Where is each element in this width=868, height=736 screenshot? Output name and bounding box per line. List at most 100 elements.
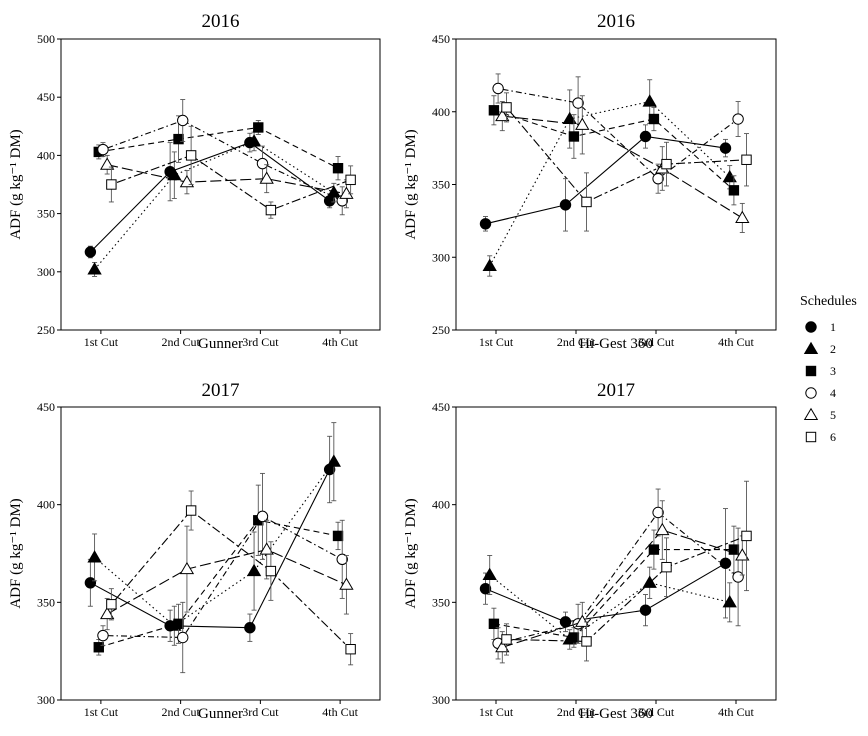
data-point <box>339 186 354 199</box>
chart-panel-3: 2017 300 350 400 450 1st Cut 2nd Cut 3rd Cut 4th… <box>8 380 381 722</box>
data-point <box>652 506 664 519</box>
x-axis-label: Hi-Gest 360 <box>579 706 653 722</box>
series-line-5 <box>502 115 743 219</box>
series-line-6 <box>110 509 351 650</box>
legend-marker <box>805 365 817 377</box>
data-point <box>652 172 664 185</box>
data-point <box>244 622 256 634</box>
data-point <box>173 618 184 630</box>
data-point <box>256 510 269 523</box>
chart-title: 2016 <box>597 11 635 32</box>
series-2 <box>87 422 341 646</box>
series-2 <box>482 555 737 650</box>
series-6 <box>106 490 356 666</box>
series-line-4 <box>102 515 343 639</box>
data-point <box>246 563 262 577</box>
data-point <box>106 179 117 190</box>
data-point <box>728 185 740 196</box>
data-point <box>332 163 344 174</box>
y-tick-label: 400 <box>37 498 55 512</box>
chart-title: 2016 <box>202 11 240 32</box>
series-2 <box>87 131 341 277</box>
series-line-1 <box>90 141 330 253</box>
legend-label: 5 <box>830 408 836 422</box>
data-point <box>265 565 277 577</box>
data-point <box>84 577 97 589</box>
data-point <box>326 454 341 467</box>
x-tick-label: 1st Cut <box>479 335 514 349</box>
data-point <box>501 102 512 113</box>
series-5 <box>100 519 354 631</box>
chart-panel-1: 2016 250 300 350 400 450 500 1st Cut 2nd Cut 3rd … <box>8 11 381 352</box>
data-point <box>581 636 592 647</box>
data-point <box>256 157 269 170</box>
y-tick-label: 300 <box>37 693 55 707</box>
y-tick-label: 250 <box>432 323 450 337</box>
data-point <box>259 542 274 555</box>
x-tick-label: 1st Cut <box>84 335 119 349</box>
y-axis-label: ADF (g kg⁻¹ DM) <box>8 498 24 608</box>
data-point <box>345 644 356 655</box>
series-4 <box>97 99 348 216</box>
data-point <box>84 246 97 258</box>
series-1 <box>84 132 336 259</box>
series-3 <box>488 525 740 648</box>
legend-item-6: 6 <box>805 430 836 444</box>
data-point <box>179 174 195 188</box>
data-point <box>482 258 497 272</box>
data-point <box>575 117 590 130</box>
data-point <box>559 199 572 211</box>
data-point <box>93 642 104 653</box>
data-point <box>741 154 752 165</box>
series-6 <box>501 92 752 232</box>
y-tick-label: 350 <box>37 207 55 221</box>
data-point <box>719 142 732 154</box>
x-axis-label: Gunner <box>198 336 243 352</box>
y-axis-label: ADF (g kg⁻¹ DM) <box>403 129 419 239</box>
series-line-4 <box>498 87 739 180</box>
data-point <box>253 122 264 133</box>
data-point <box>488 105 500 116</box>
data-point <box>732 571 744 583</box>
series-1 <box>479 124 732 232</box>
data-point <box>722 169 737 183</box>
x-tick-label: 4th Cut <box>322 335 358 349</box>
legend-item-5: 5 <box>803 407 836 422</box>
y-tick-label: 300 <box>432 250 450 264</box>
legend-marker <box>805 431 817 443</box>
y-tick-label: 450 <box>37 90 55 104</box>
data-point <box>648 113 660 125</box>
y-tick-label: 350 <box>432 595 450 609</box>
data-point <box>336 553 348 566</box>
x-tick-label: 2nd Cut <box>557 335 596 349</box>
y-tick-label: 450 <box>432 400 450 414</box>
series-line-6 <box>506 107 747 203</box>
legend-item-1: 1 <box>805 320 836 334</box>
series-line-3 <box>98 519 339 648</box>
data-point <box>97 629 109 642</box>
plot-frame <box>60 406 381 701</box>
data-point <box>179 561 195 575</box>
y-tick-label: 450 <box>37 400 55 414</box>
data-point <box>639 604 652 616</box>
data-point <box>173 133 184 145</box>
data-point <box>735 548 750 561</box>
legend-label: 3 <box>830 364 836 378</box>
y-axis-label: ADF (g kg⁻¹ DM) <box>403 498 419 608</box>
legend-item-3: 3 <box>805 364 836 378</box>
data-point <box>265 204 277 216</box>
data-point <box>479 582 492 595</box>
chart-panel-4: 2017 300 350 400 450 1st Cut 2nd Cut 3rd Cut 4th… <box>403 380 777 722</box>
data-point <box>732 113 744 125</box>
series-4 <box>492 73 744 194</box>
x-axis-label: Hi-Gest 360 <box>579 336 653 352</box>
legend-label: 4 <box>830 386 836 400</box>
legend-marker <box>805 387 817 399</box>
y-tick-label: 300 <box>37 265 55 279</box>
series-5 <box>100 154 354 209</box>
x-tick-label: 3rd Cut <box>242 335 279 349</box>
data-point <box>642 94 657 107</box>
series-5 <box>495 500 750 664</box>
plot-frame <box>455 406 777 701</box>
series-line-4 <box>102 119 343 202</box>
